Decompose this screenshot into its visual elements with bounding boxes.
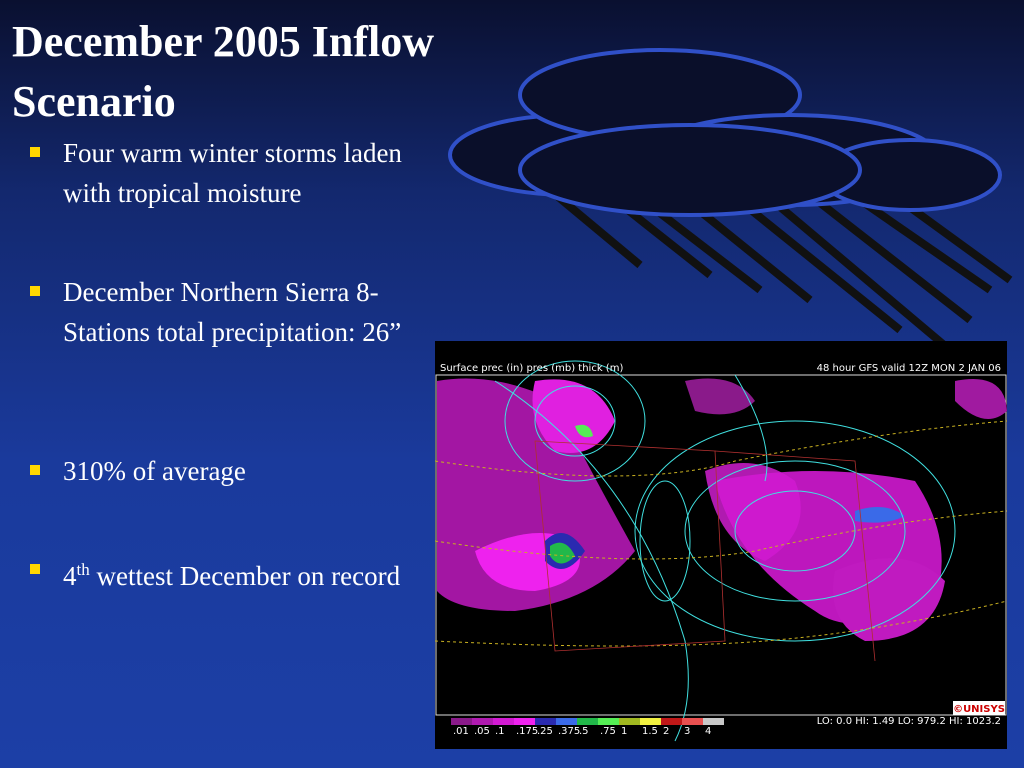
ordinal: 4 — [63, 561, 77, 591]
legend-label: 1 — [621, 726, 627, 737]
bullet: 4th wettest December on record — [30, 550, 430, 596]
legend-swatch — [682, 718, 703, 725]
map-header: Surface prec (in) pres (mb) thick (m) — [440, 363, 623, 374]
legend-label: 4 — [705, 726, 711, 737]
legend-swatch — [556, 718, 577, 725]
legend-swatch — [577, 718, 598, 725]
legend-swatch — [514, 718, 535, 725]
thickness — [435, 420, 1007, 647]
ordinal-suffix: th — [76, 560, 90, 579]
legend-label: .01 — [453, 726, 469, 737]
legend-label: .175 — [516, 726, 538, 737]
legend-label: .75 — [600, 726, 616, 737]
legend-swatch — [472, 718, 493, 725]
bullet-text: Four warm winter storms laden with tropi… — [63, 138, 402, 208]
rain-cloud — [448, 48, 1013, 354]
bullet-text: 4th wettest December on record — [63, 550, 430, 596]
legend-swatch — [451, 718, 472, 725]
bullet: December Northern Sierra 8-Stations tota… — [30, 272, 425, 352]
bullet: Four warm winter storms laden with tropi… — [30, 133, 430, 213]
bullet-rest: wettest December on record — [89, 561, 401, 591]
map-stats: LO: 0.0 HI: 1.49 LO: 979.2 HI: 1023.2 — [817, 716, 1001, 727]
legend-label: .25 — [537, 726, 553, 737]
bullet-text: December Northern Sierra 8-Stations tota… — [63, 277, 402, 347]
legend-swatch — [619, 718, 640, 725]
borders — [534, 440, 876, 662]
weather-map: Surface prec (in) pres (mb) thick (m) 48… — [435, 341, 1007, 749]
legend-label: 2 — [663, 726, 669, 737]
bullet-text: 310% of average — [63, 456, 246, 486]
legend-label: .5 — [579, 726, 589, 737]
legend-label: 1.5 — [642, 726, 658, 737]
legend-label: .1 — [495, 726, 505, 737]
legend-swatch — [493, 718, 514, 725]
isobars — [494, 360, 956, 742]
legend-swatch — [535, 718, 556, 725]
legend-swatch — [640, 718, 661, 725]
bullet: 310% of average — [30, 451, 430, 491]
legend-label: 3 — [684, 726, 690, 737]
map-logo: ©UNISYS — [953, 704, 1005, 715]
map-header: 48 hour GFS valid 12Z MON 2 JAN 06 — [817, 363, 1001, 374]
legend-swatch — [661, 718, 682, 725]
legend-label: .375 — [558, 726, 580, 737]
legend-label: .05 — [474, 726, 490, 737]
precip-areas — [437, 378, 1007, 641]
slide-title: December 2005 Inflow Scenario — [12, 17, 434, 126]
legend-swatch — [598, 718, 619, 725]
legend-swatch — [703, 718, 724, 725]
map-legend: .01 .05 .1 .175.25 .375.5 .75 1 1.5 2 3 4 — [451, 718, 724, 737]
